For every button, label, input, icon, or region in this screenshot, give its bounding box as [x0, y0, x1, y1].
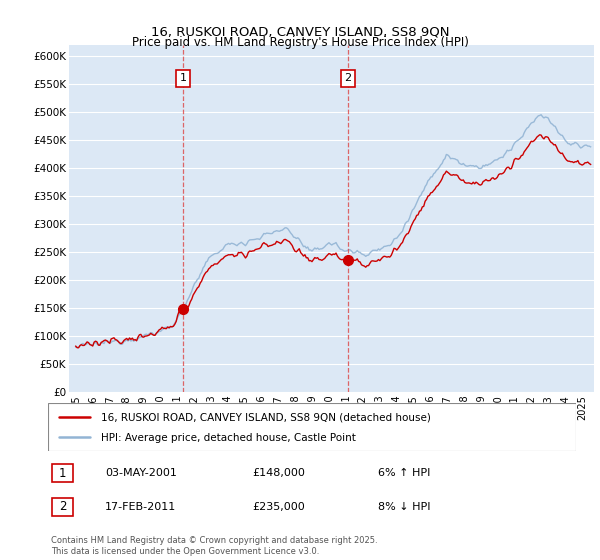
Text: 2: 2: [344, 73, 352, 83]
Text: £148,000: £148,000: [252, 468, 305, 478]
Text: 16, RUSKOI ROAD, CANVEY ISLAND, SS8 9QN: 16, RUSKOI ROAD, CANVEY ISLAND, SS8 9QN: [151, 25, 449, 38]
Text: Price paid vs. HM Land Registry's House Price Index (HPI): Price paid vs. HM Land Registry's House …: [131, 36, 469, 49]
Text: 1: 1: [180, 73, 187, 83]
Text: Contains HM Land Registry data © Crown copyright and database right 2025.
This d: Contains HM Land Registry data © Crown c…: [51, 536, 377, 556]
Text: 2: 2: [59, 500, 66, 514]
Text: £235,000: £235,000: [252, 502, 305, 512]
Text: 17-FEB-2011: 17-FEB-2011: [105, 502, 176, 512]
Text: 16, RUSKOI ROAD, CANVEY ISLAND, SS8 9QN (detached house): 16, RUSKOI ROAD, CANVEY ISLAND, SS8 9QN …: [101, 413, 431, 422]
Text: 03-MAY-2001: 03-MAY-2001: [105, 468, 177, 478]
Text: 6% ↑ HPI: 6% ↑ HPI: [378, 468, 430, 478]
Text: HPI: Average price, detached house, Castle Point: HPI: Average price, detached house, Cast…: [101, 433, 356, 444]
Text: 1: 1: [59, 466, 66, 480]
Text: 8% ↓ HPI: 8% ↓ HPI: [378, 502, 431, 512]
Bar: [183, 45, 348, 392]
